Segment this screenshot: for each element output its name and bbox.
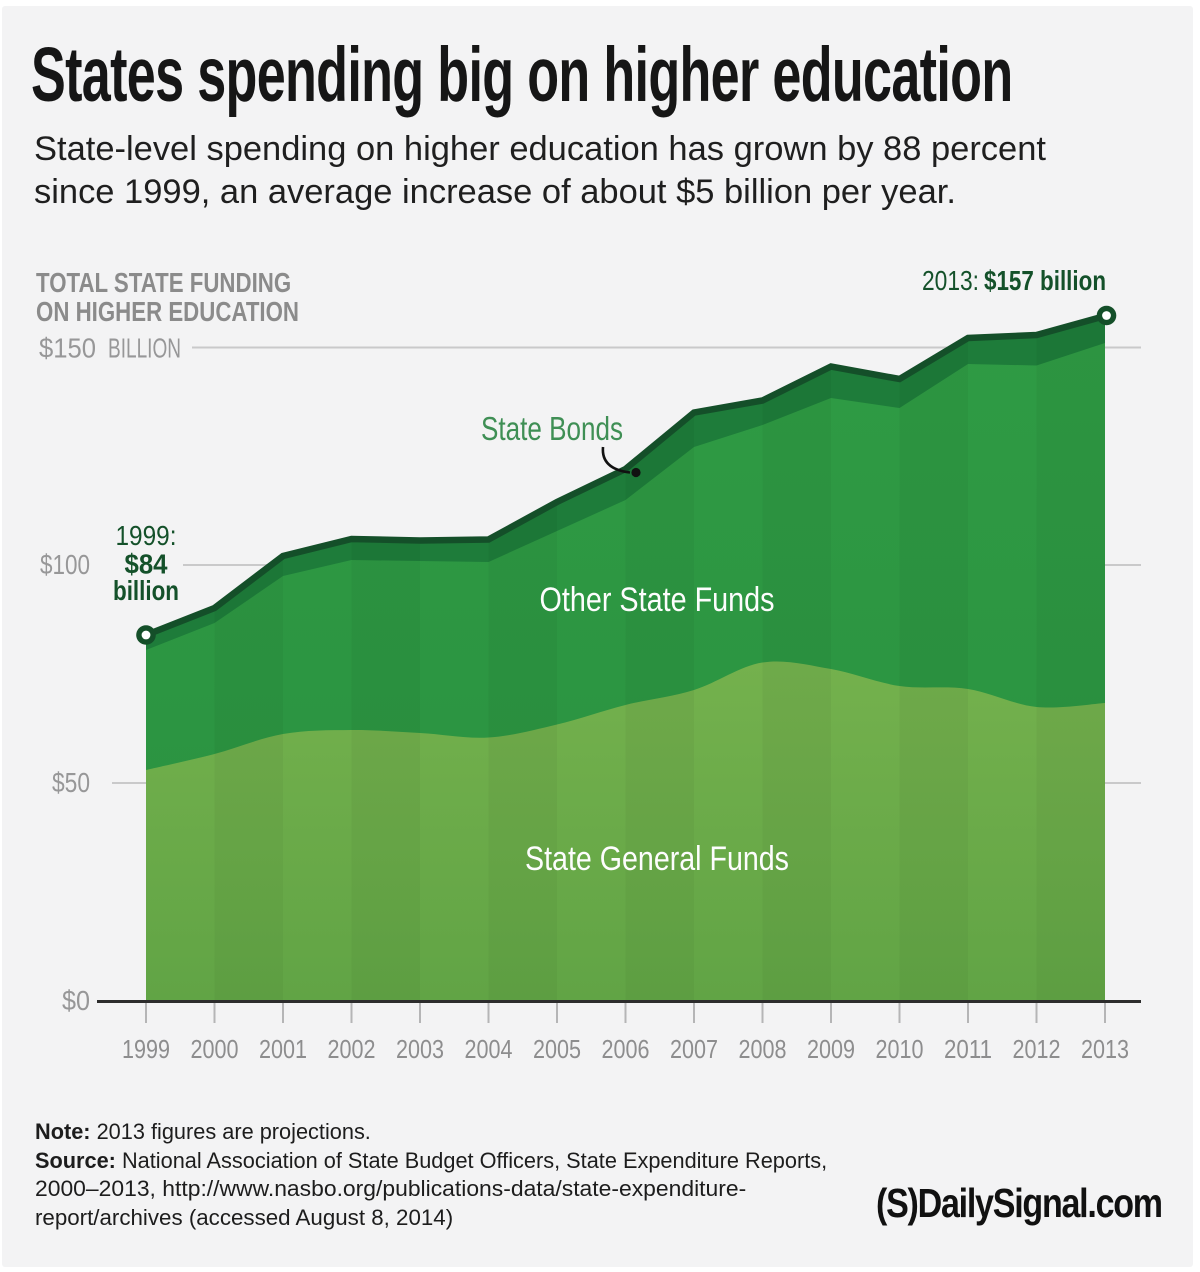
svg-text:BILLION: BILLION: [108, 333, 181, 364]
svg-text:2004: 2004: [465, 1034, 513, 1064]
svg-text:2010: 2010: [876, 1034, 924, 1064]
svg-text:2003: 2003: [396, 1034, 444, 1064]
svg-text:2002: 2002: [328, 1034, 376, 1064]
svg-text:billion: billion: [113, 575, 179, 606]
svg-text:State Bonds: State Bonds: [481, 410, 623, 447]
svg-text:2000: 2000: [191, 1034, 239, 1064]
svg-text:2005: 2005: [533, 1034, 581, 1064]
svg-text:1999:: 1999:: [116, 520, 177, 551]
svg-text:2001: 2001: [259, 1034, 307, 1064]
svg-text:$150: $150: [39, 333, 96, 364]
svg-text:2013: 2013: [1081, 1034, 1129, 1064]
svg-text:2008: 2008: [739, 1034, 787, 1064]
svg-text:$100: $100: [40, 549, 90, 580]
svg-text:$0: $0: [62, 985, 90, 1016]
svg-text:2006: 2006: [602, 1034, 650, 1064]
svg-text:$157 billion: $157 billion: [984, 265, 1106, 296]
svg-text:Other State Funds: Other State Funds: [540, 581, 775, 619]
svg-text:State General Funds: State General Funds: [525, 840, 789, 878]
svg-text:$50: $50: [52, 767, 90, 798]
svg-text:$84: $84: [125, 549, 168, 580]
svg-text:2007: 2007: [670, 1034, 718, 1064]
svg-text:1999: 1999: [122, 1034, 170, 1064]
svg-text:2011: 2011: [944, 1034, 992, 1064]
svg-text:2009: 2009: [807, 1034, 855, 1064]
svg-text:2012: 2012: [1013, 1034, 1061, 1064]
svg-text:2013:: 2013:: [922, 265, 979, 296]
